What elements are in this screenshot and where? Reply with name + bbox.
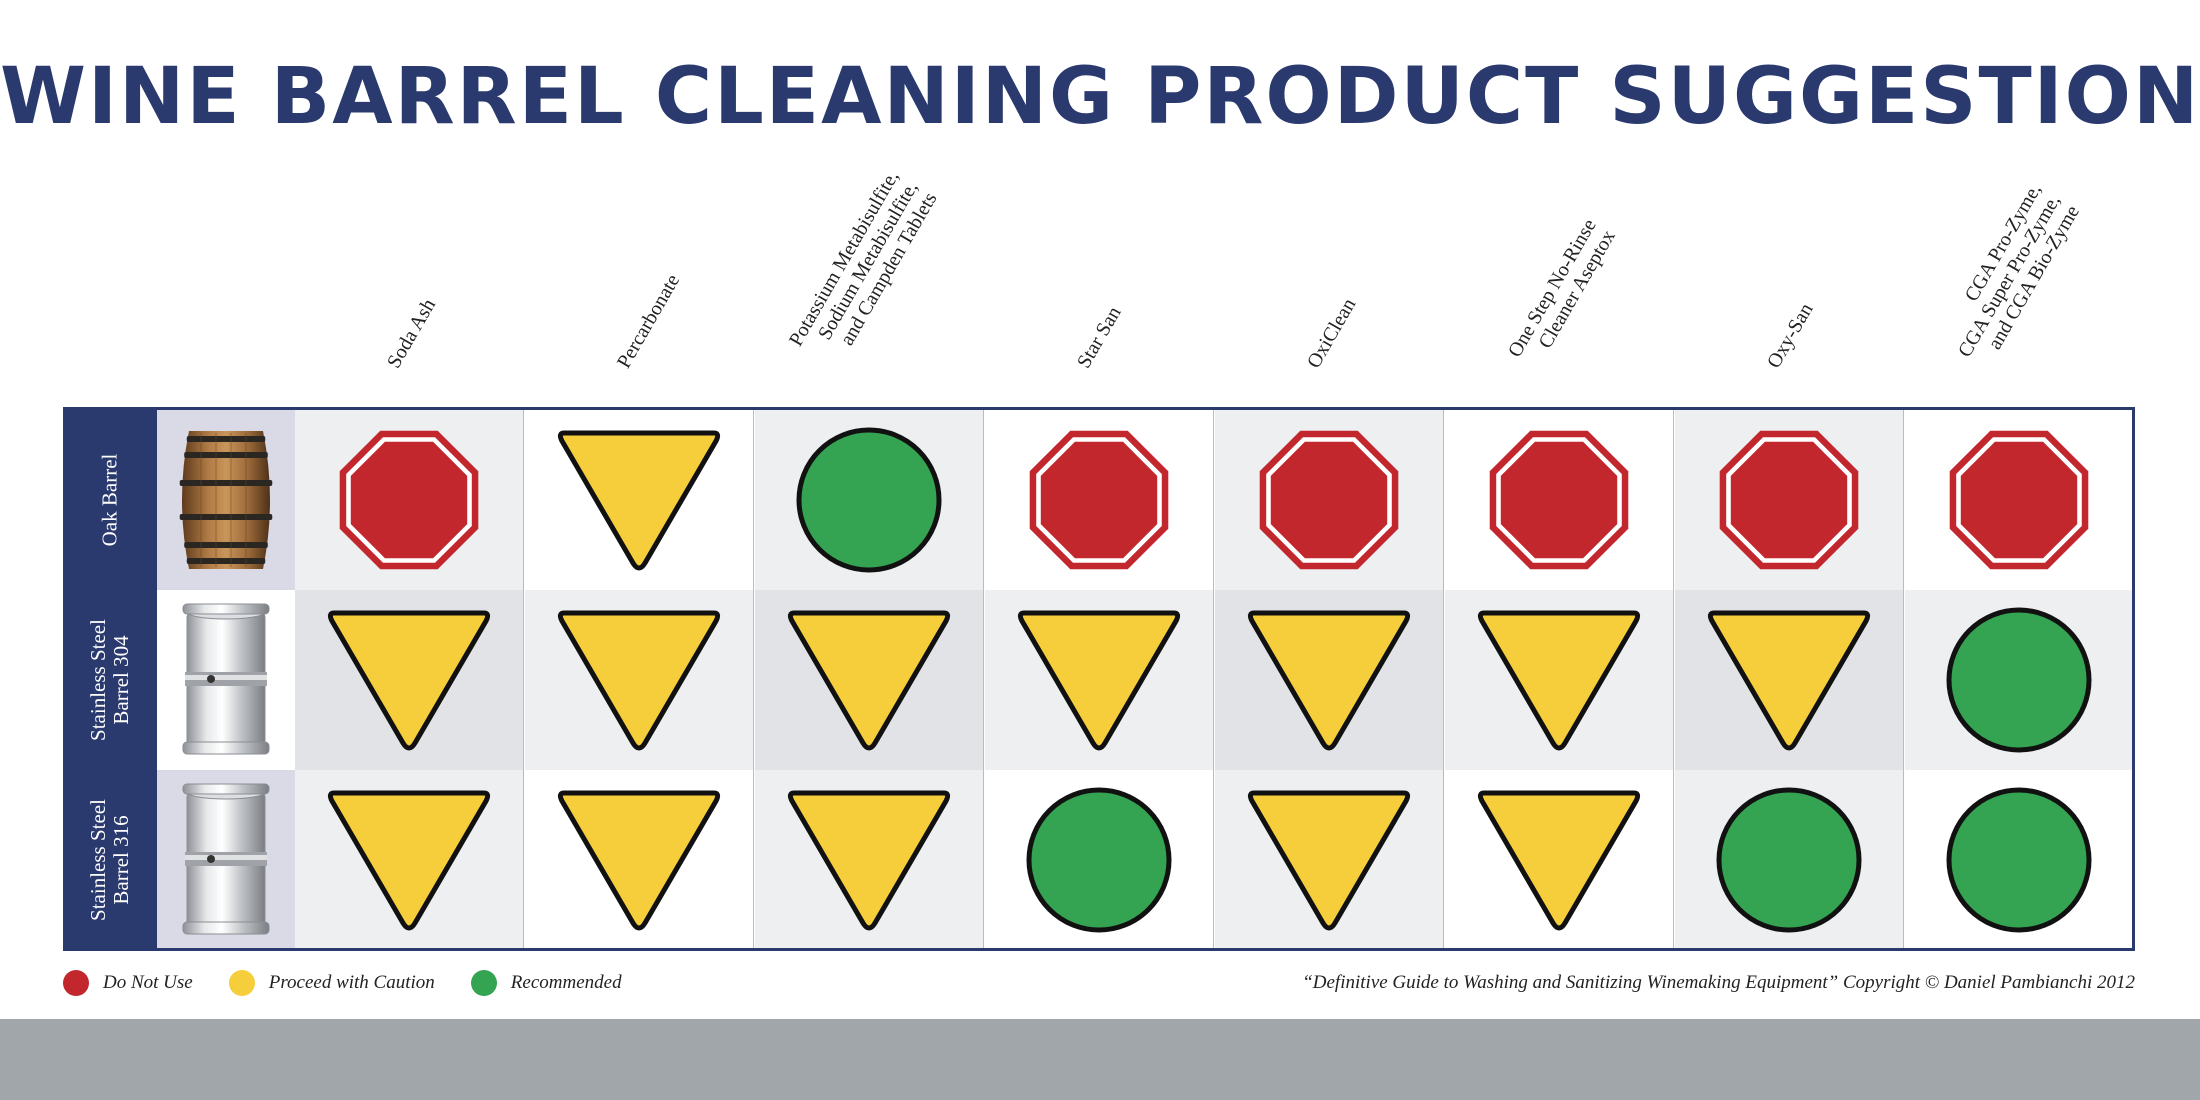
caution-triangle-icon [1247, 790, 1411, 931]
recommended-circle-icon [796, 427, 942, 573]
rating-cell [755, 590, 984, 771]
rating-cell [755, 410, 984, 591]
rating-cell [1445, 770, 1674, 951]
rating-cell [525, 590, 754, 771]
caution-triangle-icon [1477, 610, 1641, 751]
recommended-circle-icon [1026, 787, 1172, 933]
page-title: WINE BARREL CLEANING PRODUCT SUGGESTIONS [0, 52, 2200, 142]
recommended-circle-icon [1716, 787, 1862, 933]
caution-triangle-icon [1247, 610, 1411, 751]
row-label: Oak Barrel [63, 410, 157, 590]
caution-triangle-icon [787, 790, 951, 931]
caution-triangle-icon [557, 790, 721, 931]
stainless-barrel-image [157, 770, 295, 950]
rating-cell [1215, 770, 1444, 951]
rating-cell [1215, 590, 1444, 771]
rating-cell [525, 410, 754, 591]
caution-triangle-icon [1477, 790, 1641, 931]
rating-cell [985, 590, 1214, 771]
rating-cell [525, 770, 754, 951]
legend-label: Do Not Use [103, 972, 193, 993]
legend-label: Recommended [510, 972, 622, 993]
stop-octagon-icon [1949, 430, 2089, 570]
caution-triangle-icon [327, 790, 491, 931]
caution-triangle-icon [1017, 610, 1181, 751]
matrix-border [63, 407, 2135, 951]
stop-octagon-icon [1489, 430, 1629, 570]
caution-triangle-icon [1707, 610, 1871, 751]
column-header-line: Percarbonate [612, 270, 685, 372]
legend-item-recommended: Recommended [470, 970, 622, 996]
rating-cell [755, 770, 984, 951]
legend-dot-icon [470, 970, 497, 996]
rating-cell [1905, 590, 2134, 771]
caution-triangle-icon [787, 610, 951, 751]
caution-triangle-icon [557, 430, 721, 571]
recommended-circle-icon [1946, 787, 2092, 933]
legend-item-do-not-use: Do Not Use [63, 970, 193, 996]
caution-triangle-icon [327, 610, 491, 751]
rating-cell [1445, 410, 1674, 591]
rating-cell [985, 770, 1214, 951]
rating-cell [985, 410, 1214, 591]
rating-cell [1215, 410, 1444, 591]
rating-cell [295, 410, 524, 591]
rating-cell [1675, 410, 1904, 591]
stop-octagon-icon [339, 430, 479, 570]
stop-octagon-icon [1259, 430, 1399, 570]
legend: Do Not Use Proceed with Caution Recommende… [63, 968, 658, 998]
caution-triangle-icon [557, 610, 721, 751]
row-label: Stainless Steel Barrel 316 [63, 770, 157, 950]
footer-bar [0, 1019, 2200, 1100]
recommended-circle-icon [1946, 607, 2092, 753]
column-header-line: Soda Ash [382, 295, 441, 372]
row-label: Stainless Steel Barrel 304 [63, 590, 157, 770]
column-header-line: Star San [1072, 302, 1126, 372]
legend-dot-icon [63, 970, 89, 996]
oak-barrel-image [157, 410, 295, 590]
stainless-barrel-image [157, 590, 295, 770]
column-header-line: Oxy-San [1762, 299, 1818, 372]
column-header-line: OxiClean [1302, 294, 1361, 372]
stop-octagon-icon [1719, 430, 1859, 570]
rating-cell [1675, 590, 1904, 771]
rating-cell [1905, 410, 2134, 591]
rating-cell [1445, 590, 1674, 771]
copyright-credit: “Definitive Guide to Washing and Sanitiz… [1302, 972, 2135, 993]
rating-cell [295, 770, 524, 951]
legend-label: Proceed with Caution [268, 972, 435, 993]
legend-item-caution: Proceed with Caution [228, 970, 435, 996]
legend-dot-icon [228, 970, 255, 996]
stop-octagon-icon [1029, 430, 1169, 570]
rating-cell [295, 590, 524, 771]
rating-cell [1675, 770, 1904, 951]
